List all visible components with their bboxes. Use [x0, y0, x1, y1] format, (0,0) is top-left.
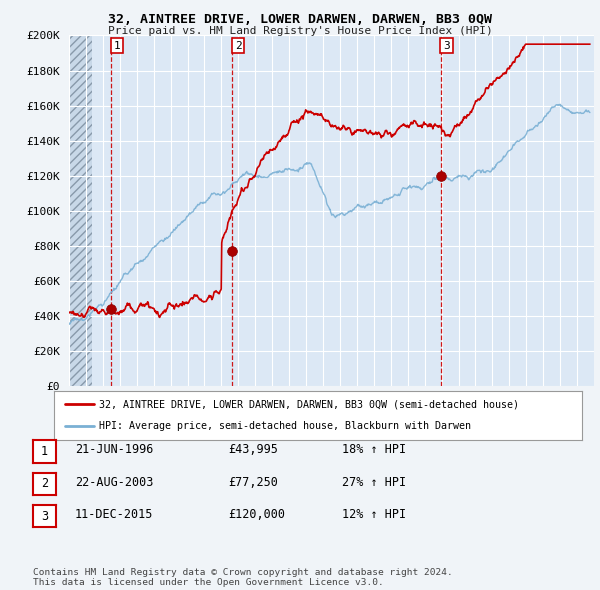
Text: 3: 3	[443, 41, 450, 51]
Text: 32, AINTREE DRIVE, LOWER DARWEN, DARWEN, BB3 0QW: 32, AINTREE DRIVE, LOWER DARWEN, DARWEN,…	[108, 13, 492, 26]
Text: 3: 3	[41, 510, 48, 523]
Text: Price paid vs. HM Land Registry's House Price Index (HPI): Price paid vs. HM Land Registry's House …	[107, 26, 493, 36]
Text: 22-AUG-2003: 22-AUG-2003	[75, 476, 154, 489]
Text: 27% ↑ HPI: 27% ↑ HPI	[342, 476, 406, 489]
Text: 11-DEC-2015: 11-DEC-2015	[75, 508, 154, 521]
Text: 1: 1	[41, 445, 48, 458]
Text: 1: 1	[113, 41, 120, 51]
Text: 12% ↑ HPI: 12% ↑ HPI	[342, 508, 406, 521]
Text: 32, AINTREE DRIVE, LOWER DARWEN, DARWEN, BB3 0QW (semi-detached house): 32, AINTREE DRIVE, LOWER DARWEN, DARWEN,…	[99, 399, 519, 409]
Text: £120,000: £120,000	[228, 508, 285, 521]
Text: 2: 2	[41, 477, 48, 490]
Bar	[69, 35, 92, 386]
Text: 21-JUN-1996: 21-JUN-1996	[75, 443, 154, 456]
Text: 18% ↑ HPI: 18% ↑ HPI	[342, 443, 406, 456]
Text: £43,995: £43,995	[228, 443, 278, 456]
Text: Contains HM Land Registry data © Crown copyright and database right 2024.
This d: Contains HM Land Registry data © Crown c…	[33, 568, 453, 587]
Text: 2: 2	[235, 41, 242, 51]
Text: £77,250: £77,250	[228, 476, 278, 489]
Text: HPI: Average price, semi-detached house, Blackburn with Darwen: HPI: Average price, semi-detached house,…	[99, 421, 471, 431]
